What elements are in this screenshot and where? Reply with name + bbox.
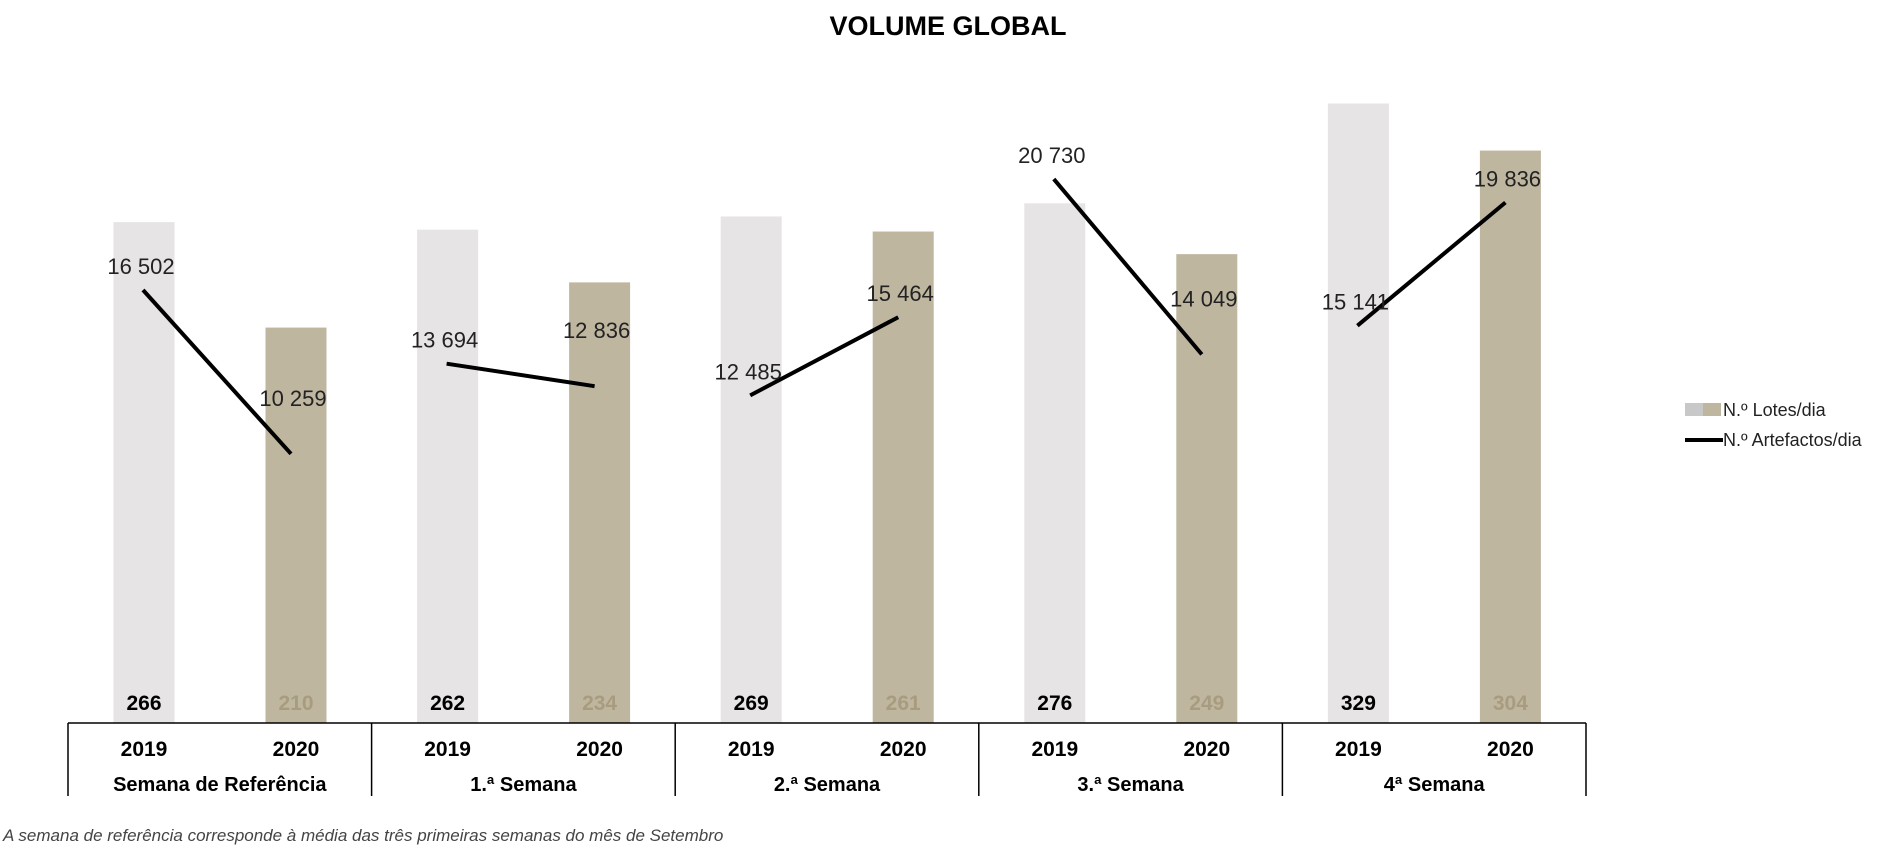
bar-value-label: 329 <box>1341 692 1376 715</box>
artefactos-line-segment <box>749 315 900 398</box>
bar-2019 <box>417 229 479 724</box>
line-value-label: 15 464 <box>867 281 934 306</box>
year-label: 2020 <box>1183 738 1230 761</box>
bar-value-label: 276 <box>1037 692 1072 715</box>
line-value-label: 12 836 <box>563 318 630 343</box>
bar-value-label: 210 <box>278 692 313 715</box>
group-label: 2.ª Semana <box>774 774 881 796</box>
artefactos-line-segment <box>446 361 595 389</box>
bar-value-label: 304 <box>1493 692 1528 715</box>
bar-value-label: 266 <box>126 692 161 715</box>
legend-swatch-tan <box>1703 403 1721 416</box>
bar-2019 <box>1327 103 1389 724</box>
group-label: 4ª Semana <box>1384 774 1486 796</box>
legend-label-artefactos: N.º Artefactos/dia <box>1723 430 1863 450</box>
artefactos-line-segment <box>1052 177 1204 356</box>
legend: N.º Lotes/dia N.º Artefactos/dia <box>1685 400 1863 450</box>
bar-value-label: 261 <box>886 692 921 715</box>
line-value-label: 14 049 <box>1170 286 1237 311</box>
bar-2019 <box>1024 203 1086 724</box>
year-label: 2020 <box>880 738 927 761</box>
bar-value-label: 234 <box>582 692 617 715</box>
bar-value-label: 249 <box>1189 692 1224 715</box>
legend-label-lotes: N.º Lotes/dia <box>1723 400 1827 420</box>
year-label: 2019 <box>1335 738 1382 761</box>
line-value-label: 19 836 <box>1474 167 1541 192</box>
chart-title: VOLUME GLOBAL <box>830 11 1067 41</box>
line-value-label: 12 485 <box>715 359 782 384</box>
bar-2020 <box>1176 254 1238 723</box>
group-label: Semana de Referência <box>113 774 327 796</box>
bar-2020 <box>265 327 327 723</box>
year-label: 2019 <box>121 738 168 761</box>
line-value-label: 13 694 <box>411 328 478 353</box>
year-label: 2020 <box>273 738 320 761</box>
bar-value-label: 269 <box>734 692 769 715</box>
bar-2020 <box>872 231 934 724</box>
bar-value-label: 262 <box>430 692 465 715</box>
legend-swatch-grey <box>1685 403 1703 416</box>
bar-2020 <box>569 282 631 723</box>
line-value-label: 16 502 <box>107 254 174 279</box>
line-value-label: 20 730 <box>1018 143 1085 168</box>
line-value-label: 15 141 <box>1322 290 1389 315</box>
bar-2019 <box>720 216 782 723</box>
year-label: 2019 <box>728 738 775 761</box>
year-label: 2019 <box>424 738 471 761</box>
line-value-label: 10 259 <box>259 386 326 411</box>
group-label: 3.ª Semana <box>1077 774 1184 796</box>
artefactos-line-segment <box>141 288 293 456</box>
footnote: A semana de referência corresponde à méd… <box>2 826 723 845</box>
artefactos-line-segment <box>1356 200 1507 328</box>
year-label: 2019 <box>1031 738 1078 761</box>
bar-2019 <box>113 222 175 723</box>
year-label: 2020 <box>576 738 623 761</box>
group-label: 1.ª Semana <box>470 774 577 796</box>
bar-2020 <box>1479 150 1541 723</box>
year-label: 2020 <box>1487 738 1534 761</box>
